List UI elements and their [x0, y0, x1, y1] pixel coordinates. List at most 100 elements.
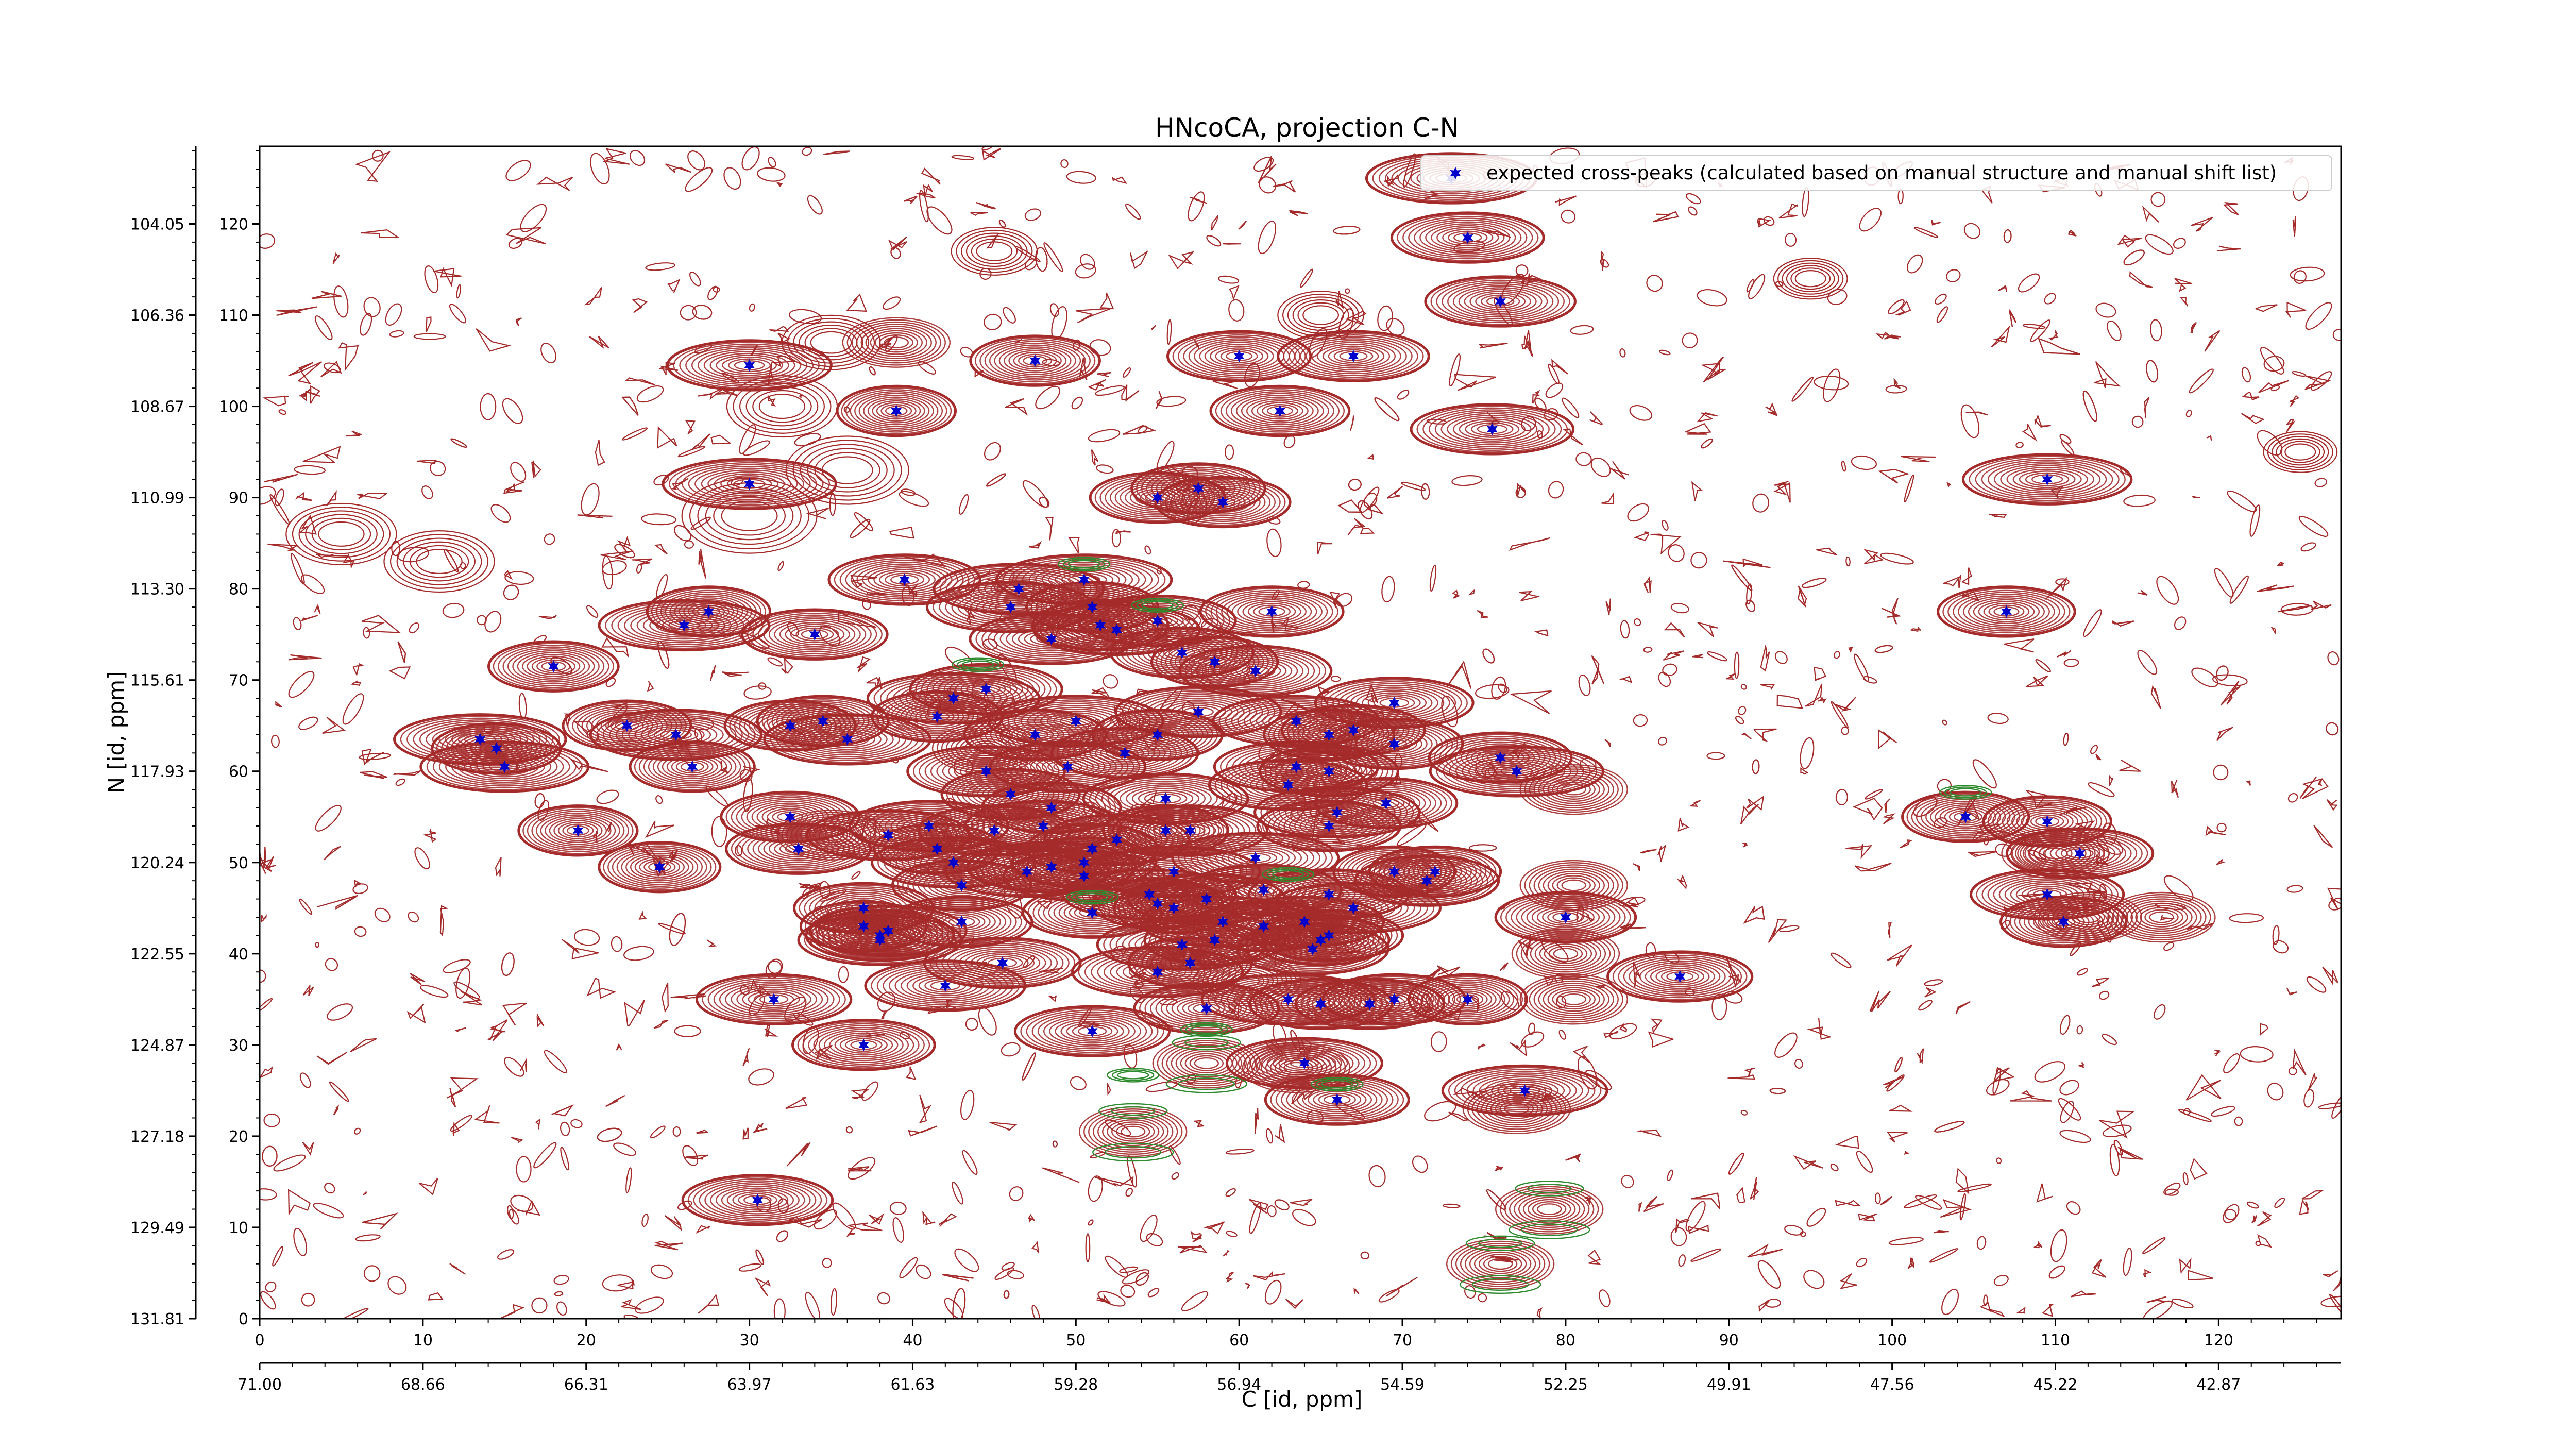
noise-contour [1965, 411, 1988, 416]
diffuse-contour [961, 232, 1028, 270]
peak-contour [1224, 660, 1287, 682]
noise-contour [2299, 776, 2317, 799]
noise-contour [1757, 1260, 1781, 1289]
peak-contour [649, 614, 719, 636]
noise-contour [1035, 247, 1048, 272]
noise-contour [1368, 504, 1384, 515]
noise-contour [1743, 1068, 1755, 1077]
noise-contour [1869, 990, 1891, 1012]
peak-marker [1021, 865, 1032, 878]
noise-contour [1960, 404, 1980, 439]
peak-marker [1674, 970, 1686, 983]
noise-contour [1348, 479, 1362, 491]
peak-contour [790, 626, 839, 644]
peak-contour [596, 711, 756, 759]
signal-contour [1544, 943, 1588, 964]
noise-contour [1800, 1231, 1806, 1237]
signal-contour [846, 319, 946, 366]
x-tick-label: 0 [255, 1332, 264, 1350]
negative-contour [1065, 889, 1119, 905]
noise-contour [1575, 452, 1592, 466]
noise-contour [2066, 1201, 2081, 1215]
plot-frame [259, 145, 2342, 1320]
noise-contour [2003, 229, 2012, 243]
noise-contour [1677, 818, 1690, 832]
y-ppm-tick-label: 104.05 [130, 215, 184, 233]
noise-contour [2163, 1183, 2181, 1195]
signal-contour [1524, 766, 1623, 813]
peak-contour [1018, 628, 1085, 650]
noise-contour [1841, 460, 1846, 472]
noise-contour [2055, 578, 2070, 586]
peak-contour [1166, 994, 1247, 1023]
noise-contour [313, 1203, 344, 1219]
noise-contour [1914, 1195, 1942, 1210]
noise-contour [951, 155, 975, 160]
peak-contour [1048, 896, 1137, 929]
x-ppm-tick-label: 52.25 [1544, 1376, 1588, 1394]
noise-contour [2050, 485, 2064, 499]
noise-contour [1264, 1279, 1282, 1305]
noise-contour [722, 671, 749, 677]
negative-contour [1057, 557, 1111, 572]
y-tick-label: 10 [229, 1219, 248, 1237]
noise-contour [1746, 795, 1765, 811]
y-tick-label: 100 [219, 398, 248, 416]
peak-contour [1305, 340, 1401, 373]
diffuse-contour [800, 444, 895, 497]
noise-contour [1743, 905, 1765, 924]
peak-contour [1078, 736, 1172, 769]
peak-contour [694, 467, 805, 500]
noise-contour [544, 1050, 567, 1073]
peak-contour [1359, 987, 1429, 1012]
y-tick-label: 30 [229, 1037, 248, 1055]
peak-contour [1987, 798, 2107, 845]
negative-contour [1178, 1077, 1235, 1090]
noise-contour [1946, 269, 1961, 282]
peak-contour [697, 349, 802, 382]
noise-contour [536, 1014, 545, 1027]
peak-contour-outer [1937, 585, 2076, 638]
noise-contour [560, 1147, 569, 1171]
noise-contour [315, 941, 320, 948]
noise-contour [1814, 375, 1849, 391]
noise-contour [2300, 542, 2316, 552]
peak-contour [721, 1187, 794, 1213]
peak-contour [1289, 334, 1418, 378]
noise-contour [1650, 533, 1682, 555]
diffuse-contour [971, 238, 1018, 264]
peak-contour-outer [1407, 973, 1528, 1026]
noise-contour [1333, 226, 1361, 235]
noise-contour [509, 1208, 519, 1225]
peak-contour [1436, 279, 1565, 324]
peak-contour [982, 598, 1039, 616]
peak-contour [1434, 411, 1550, 447]
noise-contour [2301, 778, 2329, 800]
noise-contour [1066, 171, 1096, 184]
peak-marker [1152, 897, 1163, 910]
peak-marker [548, 660, 559, 673]
noise-contour [1603, 1031, 1619, 1038]
signal-contour [2107, 891, 2216, 943]
peak-contour [850, 391, 943, 431]
peak-contour [1289, 812, 1369, 840]
noise-contour [2063, 732, 2069, 746]
noise-contour [261, 914, 267, 923]
negative-contour [1944, 786, 1987, 798]
diffuse-contour [403, 541, 476, 582]
noise-contour [986, 473, 1007, 487]
negative-contour [1262, 867, 1315, 882]
peak-contour [833, 914, 894, 939]
peak-contour [1430, 278, 1570, 325]
negative-contour [1092, 1142, 1174, 1162]
peak-contour [1221, 847, 1290, 869]
noise-contour [1482, 648, 1495, 664]
noise-contour [823, 150, 850, 155]
noise-contour [2144, 397, 2150, 418]
peak-marker [1217, 915, 1229, 929]
noise-contour [2267, 1082, 2284, 1101]
peak-contour [768, 618, 861, 651]
noise-contour [605, 1094, 625, 1107]
peak-contour [1158, 699, 1239, 724]
